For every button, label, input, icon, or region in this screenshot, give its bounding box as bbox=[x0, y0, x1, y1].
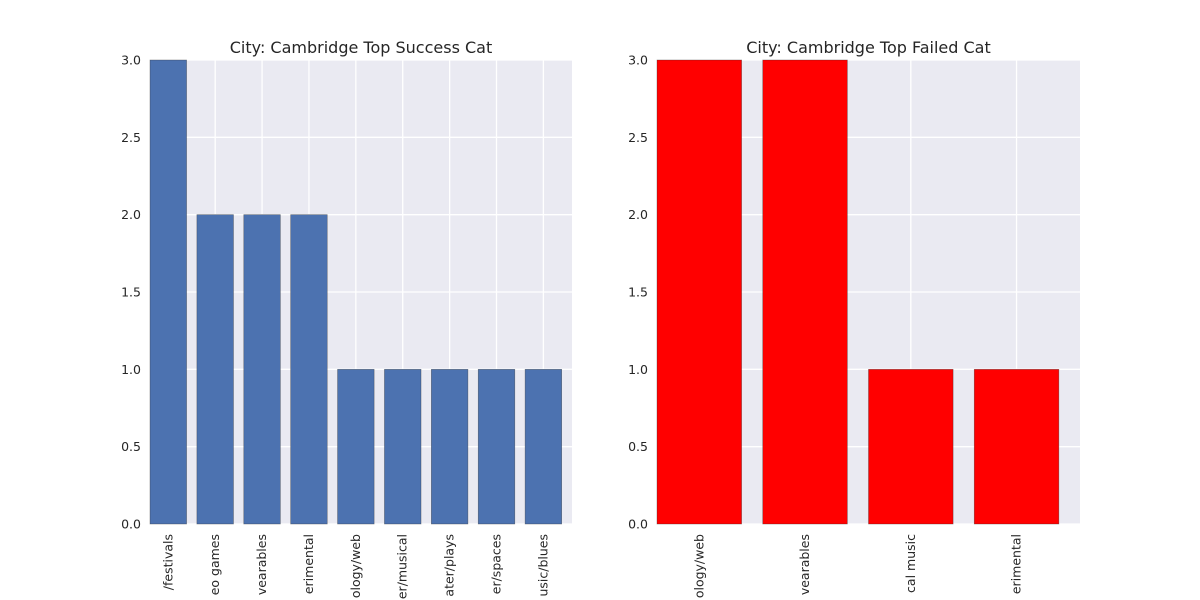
failed-bars bbox=[656, 59, 1060, 525]
success-y-axis: 0.0 0.5 1.0 1.5 2.0 2.5 3.0 bbox=[121, 53, 141, 532]
success-bars bbox=[149, 59, 562, 525]
y-tick-label: 1.5 bbox=[628, 285, 648, 300]
success-chart: 0.0 0.5 1.0 1.5 2.0 2.5 3.0 /festivals eo games… bbox=[121, 38, 572, 599]
x-tick-label: ater/plays bbox=[442, 534, 457, 597]
x-tick-label: cal music bbox=[903, 534, 918, 593]
x-tick-label: erimental bbox=[301, 534, 316, 594]
y-tick-label: 0.5 bbox=[121, 439, 141, 454]
bar bbox=[868, 369, 954, 525]
x-tick-label: erimental bbox=[1009, 534, 1024, 594]
y-tick-label: 1.5 bbox=[121, 285, 141, 300]
y-tick-label: 0.0 bbox=[121, 517, 141, 532]
y-tick-label: 2.5 bbox=[628, 130, 648, 145]
failed-y-axis: 0.0 0.5 1.0 1.5 2.0 2.5 3.0 bbox=[628, 53, 648, 532]
y-tick-label: 2.0 bbox=[628, 207, 648, 222]
failed-chart: 0.0 0.5 1.0 1.5 2.0 2.5 3.0 ology/web vearables… bbox=[628, 38, 1080, 598]
bar bbox=[477, 369, 516, 525]
bar bbox=[337, 369, 375, 525]
failed-x-axis: ology/web vearables cal music erimental bbox=[691, 534, 1023, 598]
x-tick-label: er/musical bbox=[395, 534, 410, 599]
bar bbox=[149, 59, 187, 525]
bar bbox=[243, 214, 281, 525]
success-chart-title: City: Cambridge Top Success Cat bbox=[230, 38, 492, 57]
bar bbox=[656, 59, 742, 525]
bar bbox=[290, 214, 328, 525]
bar bbox=[196, 214, 234, 525]
x-tick-label: eo games bbox=[207, 534, 222, 595]
y-tick-label: 0.5 bbox=[628, 439, 648, 454]
y-tick-label: 1.0 bbox=[121, 362, 141, 377]
bar bbox=[762, 59, 848, 525]
x-tick-label: usic/blues bbox=[535, 534, 550, 597]
bar bbox=[384, 369, 422, 525]
bar bbox=[431, 369, 469, 525]
y-tick-label: 1.0 bbox=[628, 362, 648, 377]
x-tick-label: vearables bbox=[797, 534, 812, 595]
x-tick-label: er/spaces bbox=[489, 534, 504, 594]
x-tick-label: ology/web bbox=[348, 534, 363, 598]
y-tick-label: 0.0 bbox=[628, 517, 648, 532]
y-tick-label: 3.0 bbox=[121, 53, 141, 68]
x-tick-label: ology/web bbox=[691, 534, 706, 598]
y-tick-label: 3.0 bbox=[628, 53, 648, 68]
x-tick-label: vearables bbox=[254, 534, 269, 595]
bar bbox=[973, 369, 1060, 525]
y-tick-label: 2.0 bbox=[121, 207, 141, 222]
x-tick-label: /festivals bbox=[160, 534, 175, 590]
y-tick-label: 2.5 bbox=[121, 130, 141, 145]
bar bbox=[524, 369, 562, 525]
success-x-axis: /festivals eo games vearables erimental olog… bbox=[160, 534, 550, 599]
failed-chart-title: City: Cambridge Top Failed Cat bbox=[746, 38, 991, 57]
